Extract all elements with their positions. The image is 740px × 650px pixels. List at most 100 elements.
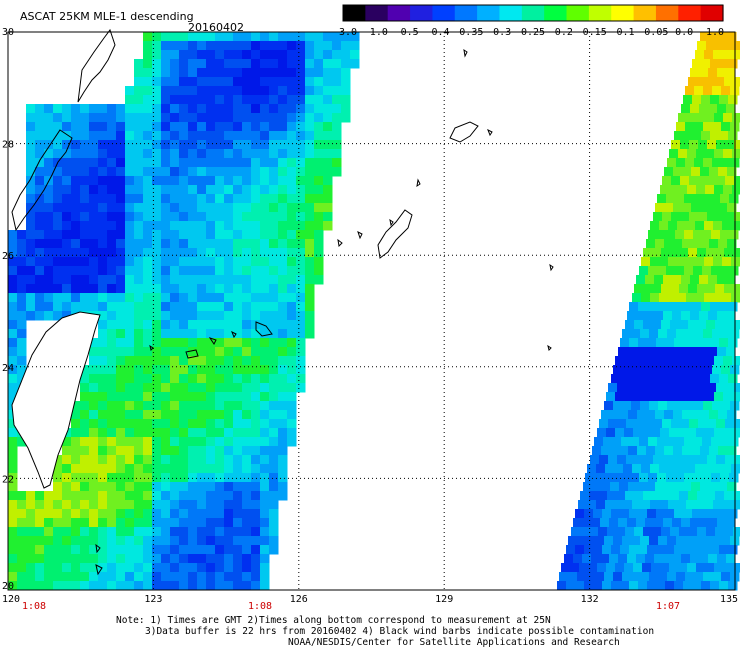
swath-cell: [585, 473, 595, 483]
swath-cell: [197, 329, 207, 339]
swath-cell: [699, 518, 709, 528]
swath-cell: [98, 248, 108, 258]
swath-cell: [152, 203, 162, 213]
swath-cell: [224, 527, 234, 537]
swath-cell: [242, 68, 252, 78]
swath-cell: [35, 194, 45, 204]
swath-cell: [719, 374, 729, 384]
swath-cell: [188, 338, 198, 348]
swath-cell: [675, 437, 685, 447]
swath-cell: [224, 140, 234, 150]
swath-cell: [269, 464, 279, 474]
swath-cell: [278, 140, 288, 150]
swath-cell: [80, 167, 90, 177]
swath-cell: [350, 41, 360, 51]
swath-cell: [44, 500, 54, 510]
swath-cell: [161, 257, 171, 267]
swath-cell: [698, 419, 708, 429]
swath-cell: [702, 473, 712, 483]
swath-cell: [215, 113, 225, 123]
swath-cell: [287, 365, 297, 375]
swath-cell: [161, 464, 171, 474]
swath-cell: [179, 203, 189, 213]
swath-cell: [628, 482, 638, 492]
swath-cell: [663, 311, 673, 321]
swath-cell: [206, 212, 216, 222]
swath-cell: [197, 68, 207, 78]
swath-cell: [179, 167, 189, 177]
swath-cell: [660, 392, 670, 402]
swath-cell: [251, 176, 261, 186]
swath-cell: [260, 149, 270, 159]
swath-cell: [206, 536, 216, 546]
swath-cell: [669, 185, 679, 195]
swath-cell: [660, 428, 670, 438]
swath-cell: [206, 68, 216, 78]
swath-cell: [586, 536, 596, 546]
swath-cell: [719, 581, 729, 591]
swath-cell: [278, 464, 288, 474]
swath-cell: [179, 365, 189, 375]
swath-cell: [206, 365, 216, 375]
swath-cell: [206, 104, 216, 114]
swath-cell: [224, 410, 234, 420]
swath-cell: [623, 500, 633, 510]
swath-cell: [26, 527, 36, 537]
swath-cell: [726, 275, 736, 285]
swath-cell: [269, 536, 279, 546]
swath-cell: [71, 158, 81, 168]
swath-cell: [620, 338, 630, 348]
swath-cell: [152, 140, 162, 150]
swath-cell: [116, 257, 126, 267]
swath-cell: [721, 158, 731, 168]
swath-cell: [695, 257, 705, 267]
swath-cell: [591, 554, 601, 564]
swath-cell: [278, 203, 288, 213]
swath-cell: [107, 356, 117, 366]
swath-cell: [215, 68, 225, 78]
swath-cell: [80, 275, 90, 285]
swath-cell: [152, 464, 162, 474]
swath-cell: [179, 131, 189, 141]
swath-cell: [125, 554, 135, 564]
swath-cell: [699, 554, 709, 564]
note-line-1: Note: 1) Times are GMT 2)Times along bot…: [116, 615, 551, 626]
swath-cell: [689, 383, 699, 393]
swath-cell: [604, 536, 614, 546]
swath-cell: [636, 347, 646, 357]
swath-cell: [134, 365, 144, 375]
swath-cell: [188, 185, 198, 195]
swath-cell: [287, 95, 297, 105]
swath-cell: [197, 446, 207, 456]
swath-cell: [98, 293, 108, 303]
swath-cell: [107, 167, 117, 177]
swath-cell: [161, 167, 171, 177]
swath-cell: [44, 275, 54, 285]
swath-cell: [705, 356, 715, 366]
swath-cell: [152, 149, 162, 159]
swath-cell: [323, 221, 333, 231]
swath-cell: [605, 464, 615, 474]
swath-cell: [242, 383, 252, 393]
swath-cell: [107, 140, 117, 150]
swath-cell: [233, 536, 243, 546]
swath-cell: [8, 383, 18, 393]
swath-cell: [143, 86, 153, 96]
swath-cell: [233, 365, 243, 375]
swath-cell: [215, 500, 225, 510]
swath-cell: [692, 131, 702, 141]
swath-cell: [35, 518, 45, 528]
swath-cell: [636, 554, 646, 564]
swath-cell: [728, 374, 738, 384]
swath-cell: [278, 455, 288, 465]
swath-cell: [17, 320, 27, 330]
swath-cell: [251, 311, 261, 321]
swath-cell: [260, 554, 270, 564]
swath-cell: [598, 527, 608, 537]
swath-cell: [80, 572, 90, 582]
swath-cell: [725, 419, 735, 429]
swath-cell: [206, 122, 216, 132]
swath-cell: [287, 275, 297, 285]
swath-cell: [197, 500, 207, 510]
swath-cell: [206, 59, 216, 69]
